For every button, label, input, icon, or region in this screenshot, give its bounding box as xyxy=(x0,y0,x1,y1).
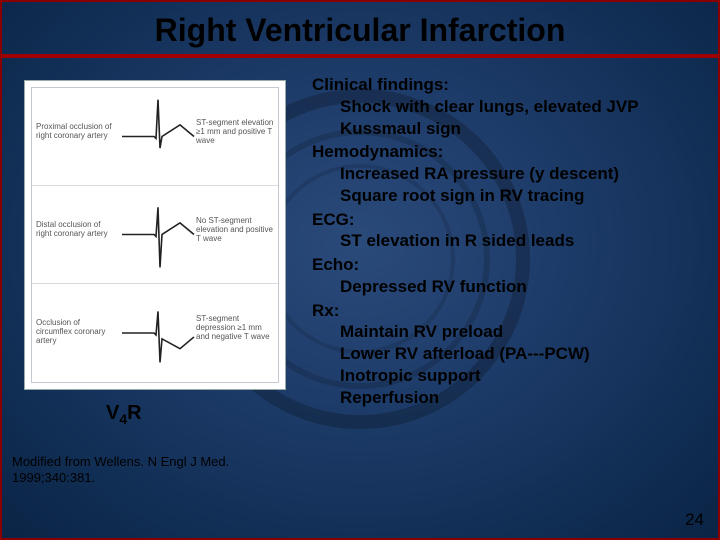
ecg-row-left-label: Occlusion of circumflex coronary artery xyxy=(36,318,114,346)
section-item: ST elevation in R sided leads xyxy=(312,230,704,252)
ecg-row-left-label: Proximal occlusion of right coronary art… xyxy=(36,122,114,140)
ecg-row: Proximal occlusion of right coronary art… xyxy=(32,88,278,186)
section-heading: Rx: xyxy=(312,300,704,322)
ecg-trace xyxy=(120,88,196,185)
ecg-figure: Proximal occlusion of right coronary art… xyxy=(24,80,286,390)
ecg-figure-inner: Proximal occlusion of right coronary art… xyxy=(31,87,279,383)
section-heading: Clinical findings: xyxy=(312,74,704,96)
title-underline xyxy=(2,54,718,58)
ecg-row-right-label: ST-segment elevation ≥1 mm and positive … xyxy=(196,118,274,146)
page-number: 24 xyxy=(685,510,704,530)
section-item: Lower RV afterload (PA---PCW) xyxy=(312,343,704,365)
section-item: Inotropic support xyxy=(312,365,704,387)
citation: Modified from Wellens. N Engl J Med. 199… xyxy=(12,454,282,485)
ecg-row-right-label: ST-segment depression ≥1 mm and negative… xyxy=(196,314,274,342)
ecg-trace xyxy=(120,284,196,382)
section-item: Shock with clear lungs, elevated JVP xyxy=(312,96,704,118)
section-item: Depressed RV function xyxy=(312,276,704,298)
ecg-row-left-label: Distal occlusion of right coronary arter… xyxy=(36,220,114,238)
section-item: Square root sign in RV tracing xyxy=(312,185,704,207)
text-column: Clinical findings:Shock with clear lungs… xyxy=(312,72,704,408)
ecg-row: Occlusion of circumflex coronary artery … xyxy=(32,284,278,382)
section-heading: Hemodynamics: xyxy=(312,141,704,163)
section-heading: ECG: xyxy=(312,209,704,231)
section-heading: Echo: xyxy=(312,254,704,276)
section-item: Maintain RV preload xyxy=(312,321,704,343)
section-item: Increased RA pressure (y descent) xyxy=(312,163,704,185)
section-item: Reperfusion xyxy=(312,387,704,409)
figure-caption: V4R xyxy=(106,402,142,427)
ecg-trace xyxy=(120,186,196,283)
slide: Right Ventricular Infarction Proximal oc… xyxy=(0,0,720,540)
ecg-row-right-label: No ST-segment elevation and positive T w… xyxy=(196,216,274,244)
ecg-row: Distal occlusion of right coronary arter… xyxy=(32,186,278,284)
section-item: Kussmaul sign xyxy=(312,118,704,140)
slide-title: Right Ventricular Infarction xyxy=(2,12,718,49)
